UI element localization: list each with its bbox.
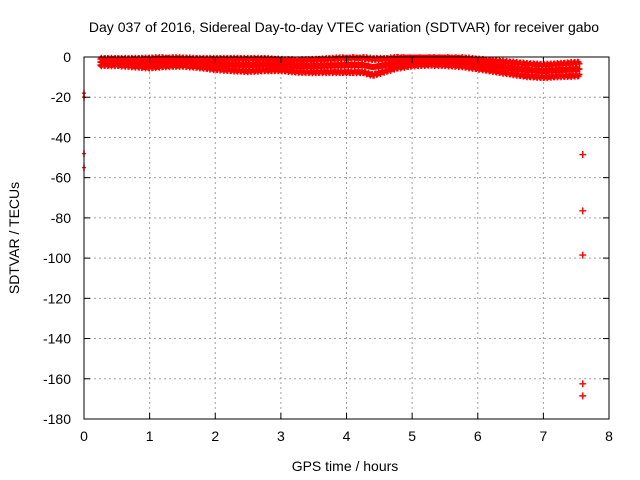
data-point xyxy=(576,66,583,73)
outlier-point xyxy=(579,207,587,215)
grid xyxy=(84,57,609,419)
data-point xyxy=(576,71,583,78)
data-point xyxy=(576,60,583,67)
outlier-point xyxy=(579,380,587,388)
y-tick-label: -160 xyxy=(43,371,71,387)
x-axis-label: GPS time / hours xyxy=(292,458,399,474)
y-tick-label: 0 xyxy=(63,49,71,65)
outlier-points xyxy=(82,89,587,400)
x-tick-label: 6 xyxy=(474,428,482,444)
y-axis-label: SDTVAR / TECUs xyxy=(6,182,22,294)
x-tick-label: 7 xyxy=(539,428,547,444)
y-tick-label: -80 xyxy=(51,210,71,226)
data-band xyxy=(97,54,583,82)
x-tick-label: 2 xyxy=(211,428,219,444)
y-tick-label: -100 xyxy=(43,250,71,266)
y-tick-label: -20 xyxy=(51,89,71,105)
y-tick-label: -180 xyxy=(43,411,71,427)
outlier-point xyxy=(579,151,587,159)
y-tick-label: -60 xyxy=(51,170,71,186)
x-tick-labels: 0 1 2 3 4 5 6 7 8 xyxy=(80,428,613,444)
y-tick-labels: 0 -20 -40 -60 -80 -100 -120 -140 -160 -180 xyxy=(43,49,71,427)
x-tick-label: 5 xyxy=(408,428,416,444)
outlier-point xyxy=(579,392,587,400)
y-tick-label: -140 xyxy=(43,331,71,347)
chart-title: Day 037 of 2016, Sidereal Day-to-day VTE… xyxy=(89,19,599,35)
y-tick-label: -120 xyxy=(43,290,71,306)
x-tick-label: 8 xyxy=(605,428,613,444)
y-tick-label: -40 xyxy=(51,129,71,145)
x-tick-label: 0 xyxy=(80,428,88,444)
x-tick-label: 4 xyxy=(343,428,351,444)
outlier-point xyxy=(579,251,587,259)
x-tick-label: 3 xyxy=(277,428,285,444)
tick-marks xyxy=(83,56,610,420)
x-tick-label: 1 xyxy=(146,428,154,444)
